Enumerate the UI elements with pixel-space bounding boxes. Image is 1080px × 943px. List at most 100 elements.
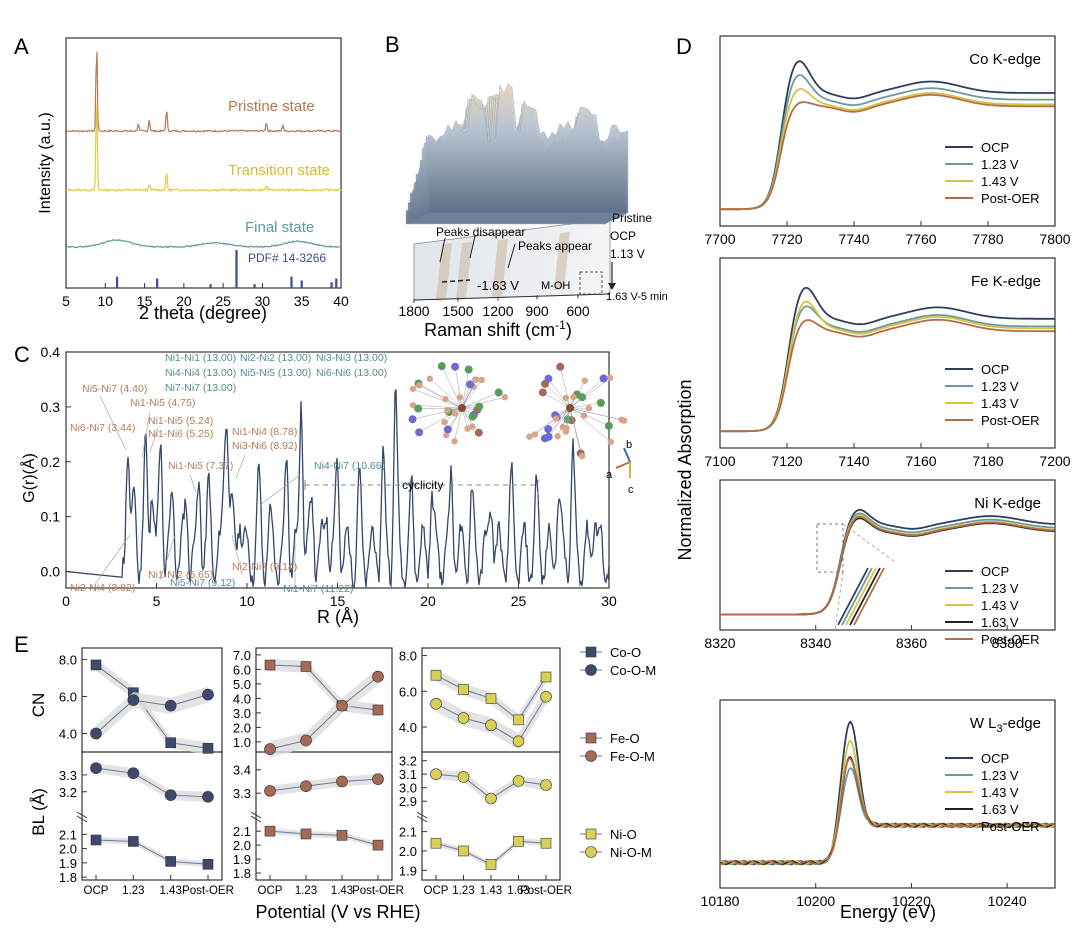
c-annotation-teal: Ni5-Ni7 (9.12) — [170, 577, 235, 589]
raman-xlabel-sup: -1 — [555, 318, 566, 332]
e-cn-metal-o-m-marker — [512, 735, 525, 748]
d-xtick-label: 8320 — [704, 635, 735, 651]
structure-atom — [563, 425, 570, 432]
structure-atom — [475, 402, 484, 411]
d-subplot-frame — [719, 257, 1056, 449]
d-legend-label: 1.63 V — [981, 802, 1019, 817]
panel-c-ylabel: G(r)(Å) — [19, 453, 38, 503]
e-cn-metal-o-m-marker — [164, 699, 177, 712]
structure-atom — [466, 380, 475, 389]
e-cn-metal-o-m-marker — [90, 727, 102, 740]
e-cn-metal-o-marker — [430, 669, 442, 681]
e-cn-metal-o-marker — [458, 684, 469, 695]
d-zoom-line — [853, 567, 885, 626]
d-legend-label: 1.63 V — [981, 615, 1019, 630]
e-legend-label: Ni-O — [610, 827, 637, 842]
structure-bond — [461, 379, 482, 409]
structure-atom — [468, 412, 477, 421]
d-legend-label: Post-OER — [981, 413, 1040, 428]
structure-atom — [606, 374, 614, 382]
d-xtick-label: 7780 — [972, 231, 1003, 247]
panel-a-xlabel: 2 theta (degree) — [139, 303, 267, 323]
e-axis-break — [76, 811, 88, 819]
e-legend-circle — [585, 846, 597, 858]
d-legend-label: 1.23 V — [981, 157, 1019, 172]
raman-xtick-label: 1500 — [442, 303, 473, 319]
e-group-frame — [81, 647, 223, 881]
raman-band-stripe — [492, 239, 508, 297]
e-bll-ytick-label: 1.9 — [59, 856, 77, 871]
d-legend-label: 1.43 V — [981, 785, 1019, 800]
e-series-line — [95, 839, 209, 865]
structure-atom — [474, 428, 483, 437]
d-legend-label: Post-OER — [981, 632, 1040, 647]
c-annotation-brown: Ni1-Ni5 (7.37) — [168, 460, 233, 472]
e-legend-label: Ni-O-M — [610, 845, 652, 860]
e-bl-metal-o-marker — [264, 825, 276, 837]
structure-atom — [494, 388, 503, 397]
e-bl-metal-o-m-marker — [485, 792, 497, 805]
c-annotation-brown: Ni1-Ni4 (8.78) — [232, 426, 297, 438]
structure-bond — [544, 383, 571, 409]
d-xtick-label: 7200 — [1039, 453, 1070, 469]
structure-bond — [569, 407, 610, 427]
structure-bond — [548, 407, 571, 437]
e-cn-metal-o-marker — [485, 693, 497, 704]
e-bl-metal-o-marker — [202, 858, 214, 870]
c-annotation-brown: Ni3-Ni6 (8.92) — [232, 440, 297, 452]
structure-bond — [569, 377, 611, 409]
raman-band-stripe — [456, 242, 472, 300]
e-cn-metal-o-m-marker — [430, 697, 442, 710]
e-axis-break — [250, 815, 262, 823]
panel-label-c: C — [14, 342, 30, 367]
a-xtick-label: 40 — [333, 293, 349, 309]
structure-bond — [560, 366, 571, 409]
structure-bond — [454, 407, 463, 442]
raman-ocp: OCP — [610, 229, 636, 243]
e-blh-ytick-label: 3.0 — [399, 781, 417, 796]
e-cn-metal-o-marker — [372, 704, 384, 716]
e-cn-ytick-label: 4.0 — [233, 691, 251, 706]
e-confidence-band — [96, 763, 208, 802]
e-series-line — [95, 694, 209, 734]
raman-arrow-2 — [469, 235, 476, 259]
structure-bond — [429, 378, 463, 409]
e-cn-ytick-label: 2.0 — [233, 720, 251, 735]
c-ytick-label: 0.2 — [41, 454, 61, 470]
c-annotation-brown: Ni1-Ni6 (5.25) — [148, 428, 213, 440]
panel-b-raman-chart: 1800 1500 1200 900 600 Raman shift (cm-1) Pe… — [398, 83, 668, 340]
d-zoom-line — [849, 567, 881, 626]
crystal-axis-b: b — [626, 439, 632, 451]
d-subplot-title: Fe K-edge — [971, 273, 1041, 290]
e-bl-metal-o-m-marker — [300, 780, 312, 792]
e-bl-metal-o-marker — [540, 837, 552, 849]
d-xtick-label: 7120 — [771, 453, 802, 469]
d-subplot-title: Co K-edge — [969, 51, 1041, 68]
d-legend-label: 1.23 V — [981, 768, 1019, 783]
structure-bond — [413, 405, 463, 409]
e-confidence-band — [436, 688, 546, 750]
e-legend-circle — [585, 664, 597, 676]
d-xtick-label: 8380 — [992, 635, 1023, 651]
e-bll-ytick-label: 1.8 — [59, 870, 77, 885]
c-annotation-brown: Ni2-Ni4 (3.82) — [70, 582, 135, 594]
d-xtick-label: 7740 — [838, 231, 869, 247]
e-bll-ytick-label: 2.0 — [399, 844, 417, 859]
d-xtick-label: 7160 — [905, 453, 936, 469]
d-title-sub: 3 — [997, 723, 1003, 735]
e-bll-ytick-label: 1.9 — [399, 863, 417, 878]
e-bl-metal-o-marker — [300, 828, 312, 840]
d-legend-label: OCP — [981, 140, 1009, 155]
structure-atom — [607, 438, 614, 446]
a-curve-pristine — [65, 51, 342, 133]
e-legend-square — [585, 732, 597, 744]
d-legend-label: OCP — [981, 564, 1009, 579]
structure-atom — [456, 394, 464, 401]
structure-atom — [409, 385, 417, 393]
d-xtick-label: 10200 — [796, 893, 835, 909]
panel-a-ylabel: Intensity (a.u.) — [37, 112, 54, 213]
raman-moh-box — [579, 271, 603, 295]
a-xtick-label: 25 — [215, 293, 231, 309]
e-cn-ytick-label: 6.0 — [59, 689, 77, 704]
e-bl-metal-o-m-marker — [264, 785, 276, 797]
